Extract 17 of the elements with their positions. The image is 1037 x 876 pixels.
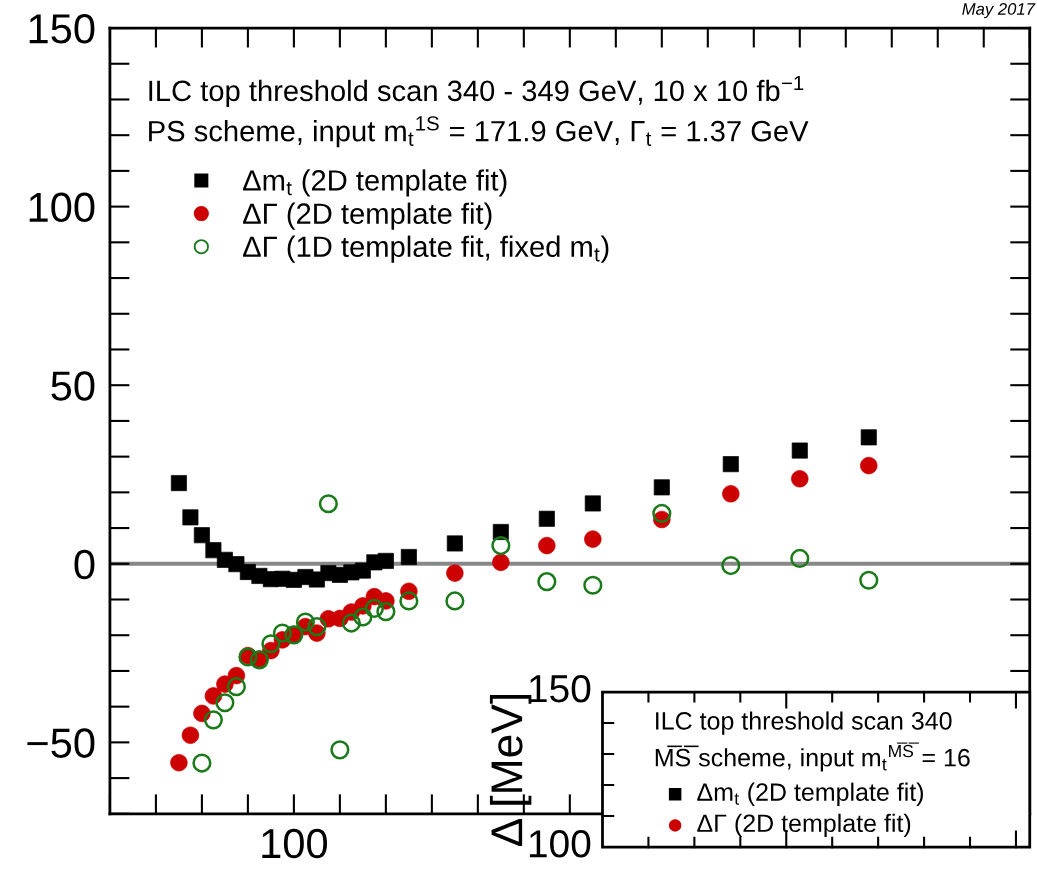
y-tick-label: 100 [29,192,95,223]
text: 100 [529,829,591,858]
y-tick-label: −50 [27,728,95,758]
annotation: M̅S̅ scheme, input m$_{t}$$^{M̅S̅}$= 16 [655,742,970,772]
annotation: PS scheme, input m$_{t}$$^{1S}$ = 171.9 GeV, Γ$_{t}$ = 1.37 GeV [149,116,809,148]
legend-label: ΔΓ (1D template fit, fixed m$_{t}$) [243,235,609,263]
annotation: ILC top threshold scan 340 - 349 GeV, 10 x 10 fb$^{−1}$ [149,76,804,107]
legend-label: Δm$_{t}$ (2D template fit) [243,169,507,197]
annotation: ILC top threshold scan 340 [656,711,952,735]
y-tick-label: 150 [29,14,95,44]
annotation: Δm$_{t}$ (2D template fit) [697,782,923,806]
y-tick-label: 50 [51,371,95,401]
text: May 2017 [962,3,1036,19]
legend-label: ΔΓ (2D template fit) [243,202,492,230]
y-tick-label: 0 [74,549,95,580]
annotation: ΔΓ (2D template fit) [697,813,911,838]
annotation: 150 [529,674,591,703]
